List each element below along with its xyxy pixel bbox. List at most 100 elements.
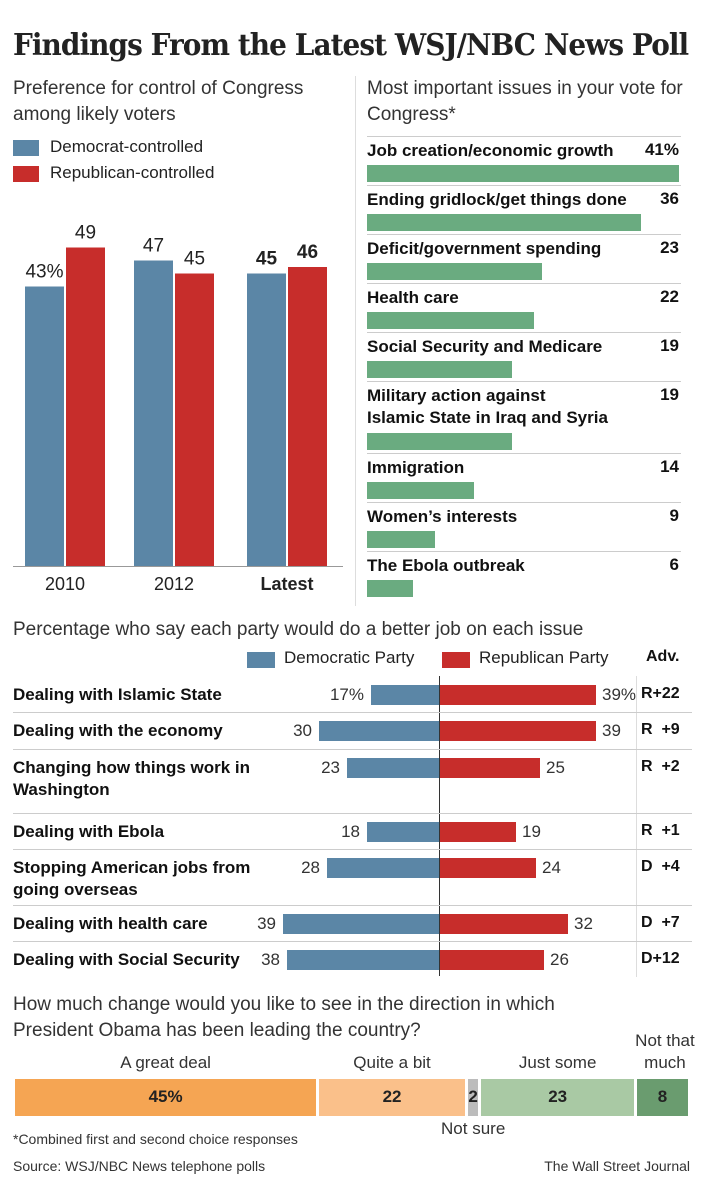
value-democratic: 38 [261,950,280,969]
category-label-not-that-much: Not that much [635,1031,695,1072]
party-row-divider [13,749,692,750]
issue-label: Immigration [367,458,465,477]
issue-value: 36 [660,189,679,208]
value-republican: 19 [522,822,541,841]
issue-value: 22 [660,287,679,306]
issue-row-divider [367,551,681,552]
data-label-republican-2012: 45 [184,249,205,270]
bar-democratic [327,858,439,878]
party-issue-label: Dealing with Social Security [13,950,240,969]
data-label-republican-latest: 46 [297,242,318,263]
section-divider [355,76,356,606]
issue-label-military-action: Military action against Islamic State in … [367,385,637,429]
party-row-divider [13,941,692,942]
category-label-great-deal: A great deal [120,1053,211,1072]
category-label-quite-a-bit: Quite a bit [353,1053,431,1072]
party-issue-label: Stopping American jobs from going overse… [13,858,251,899]
party-issue-label: Dealing with Islamic State [13,685,222,704]
bar-republican [440,950,544,970]
issue-bar [367,580,413,597]
data-label-democrat-2010: 43% [25,262,63,283]
issue-row-divider [367,185,681,186]
value-republican: 25 [546,758,565,777]
issue-label: Health care [367,288,459,307]
value-democratic: 30 [293,721,312,740]
legend-swatch-democrat [13,140,39,156]
party-row-divider [13,712,692,713]
category-label-not-sure: Not sure [441,1119,506,1138]
issue-bar [367,165,679,182]
advantage-value: R +9 [641,721,680,738]
bar-republican-2012 [175,273,214,566]
advantage-header: Adv. [646,648,680,665]
value-republican: 32 [574,914,593,933]
issue-label-line-2: Islamic State in Iraq and Syria [367,408,608,427]
bar-republican [440,822,516,842]
value-democratic: 17% [329,685,364,704]
segment-just-some [481,1079,634,1116]
issues-chart-title-text: Most important issues in your vote for C… [367,78,683,125]
segment-value-great-deal: 45% [148,1087,183,1106]
issue-bar [367,312,535,329]
party-row-divider [13,813,692,814]
party-row-divider [13,905,692,906]
issue-bar [367,531,436,548]
legend-label-democrat: Democrat-controlled [50,137,204,156]
value-democratic: 28 [301,858,320,877]
segment-great-deal [15,1079,317,1116]
issue-label-line-1: Military action against [367,386,546,405]
issue-row-divider [367,332,681,333]
issue-value: 41% [644,140,679,159]
party-chart-title: Percentage who say each party would do a… [13,619,584,640]
issues-chart-title: Most important issues in your vote for C… [367,76,697,128]
credit-line: The Wall Street Journal [544,1158,690,1174]
issue-label: Job creation/economic growth [367,141,614,160]
party-diverging-chart: Dealing with Islamic State 17% 39% R+22 Deal… [0,676,708,977]
data-label-democrat-2012: 47 [143,236,164,257]
issue-value: 6 [669,555,679,574]
bar-republican [440,914,568,934]
issue-label: Women’s interests [367,507,518,526]
bar-republican [440,721,596,741]
issue-value: 14 [660,457,679,476]
value-republican: 24 [542,858,561,877]
issue-row-divider [367,453,681,454]
legend-label-democratic-party: Democratic Party [284,648,415,667]
advantage-value: D +7 [641,914,680,931]
party-issue-label: Changing how things work in Washington [13,758,251,799]
issue-row-divider [367,381,681,382]
bar-democratic [287,950,439,970]
advantage-column [636,676,693,977]
legend-swatch-republican-party [442,652,470,668]
issues-bar-chart: Job creation/economic growth 41% Ending gr… [367,136,681,606]
party-row-divider [13,849,692,850]
advantage-value: R +1 [641,822,680,839]
issue-label: Ending gridlock/get things done [367,190,627,209]
category-label-just-some: Just some [518,1053,597,1072]
bar-democratic [283,914,439,934]
value-republican: 26 [550,950,569,969]
congress-baseline [13,566,343,567]
advantage-value: D+12 [641,950,680,967]
issue-bar [367,361,512,378]
advantage-value: R+22 [641,685,680,702]
segment-value-just-some: 23 [548,1087,568,1106]
bar-democrat-latest [247,273,286,566]
segment-quite-a-bit [319,1079,465,1116]
bar-republican-2010 [66,247,105,566]
center-axis [439,676,440,976]
value-democratic: 23 [321,758,340,777]
legend-label-republican-party: Republican Party [479,648,609,667]
bar-democratic [371,685,439,705]
issue-value: 23 [660,238,679,257]
change-chart-title: How much change would you like to see in… [13,994,555,1041]
data-label-republican-2010: 49 [75,223,96,244]
issue-bar [367,214,641,231]
bar-republican [440,758,540,778]
tick-label-2012: 2012 [154,574,194,594]
segment-not-sure [467,1079,479,1116]
party-issue-label: Dealing with Ebola [13,822,165,841]
bar-democratic [367,822,439,842]
advantage-value: R +2 [641,758,680,775]
issue-value: 19 [660,385,679,404]
